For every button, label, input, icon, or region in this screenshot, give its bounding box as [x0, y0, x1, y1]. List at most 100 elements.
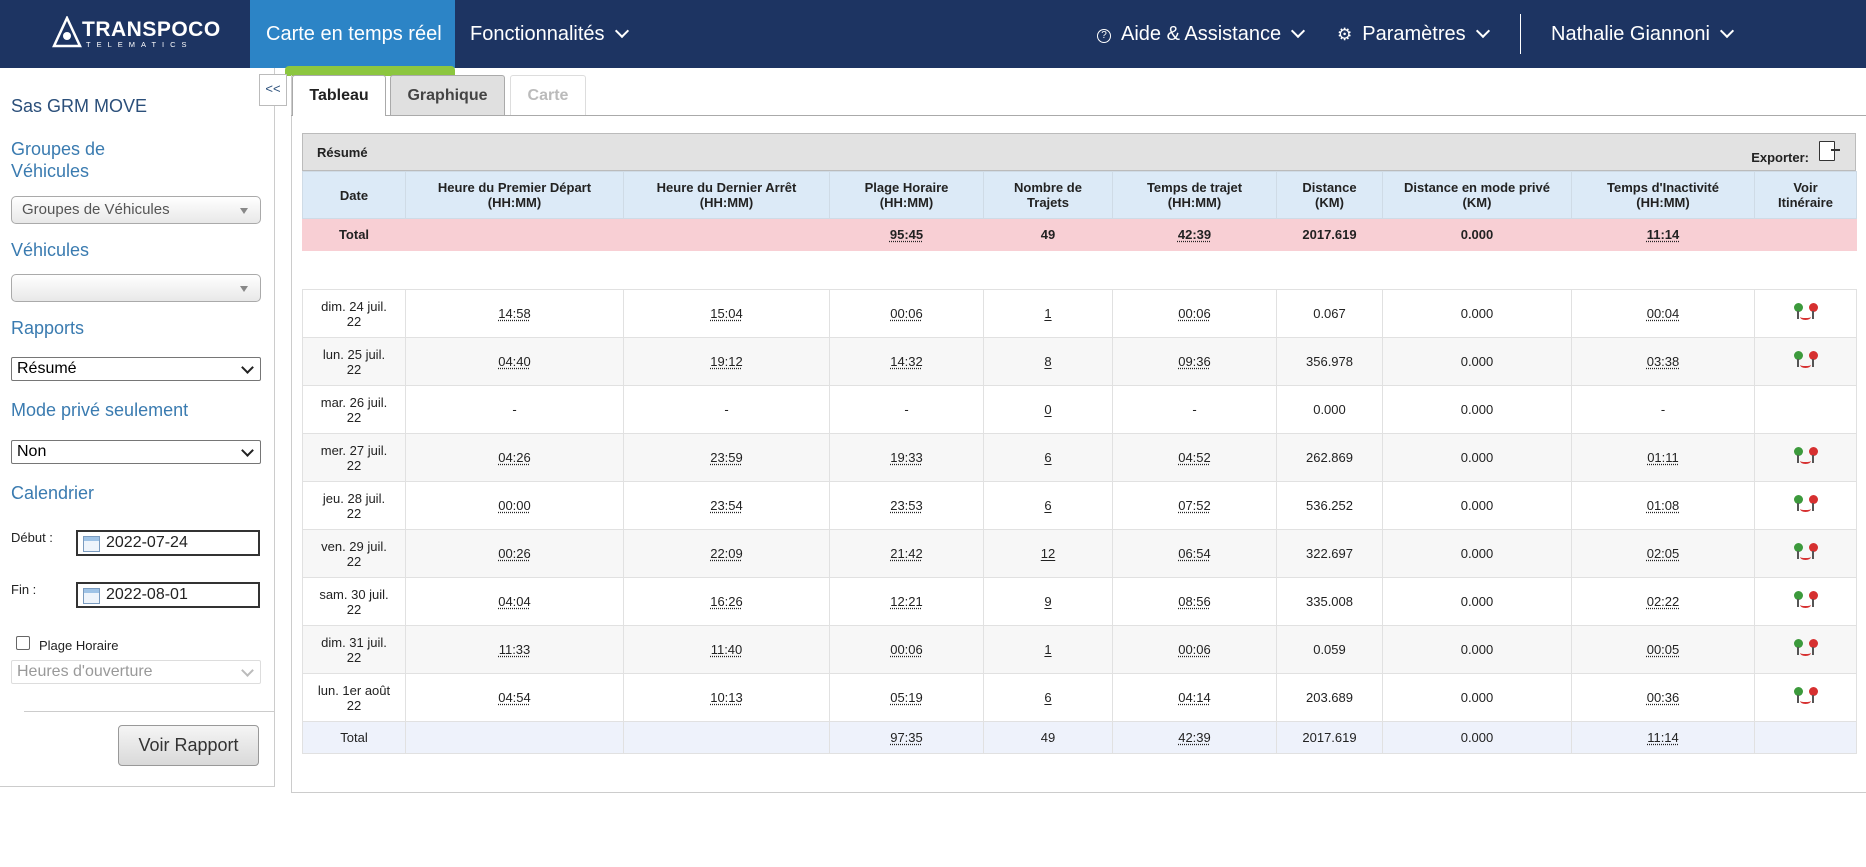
reports-select[interactable]: Résumé	[11, 357, 261, 381]
time-range-cell-link[interactable]: 21:42	[890, 546, 923, 561]
col-time-range-total-link[interactable]: 95:45	[889, 227, 924, 242]
trip-count-cell[interactable]: 1	[983, 625, 1113, 674]
first-departure-cell-link[interactable]: 11:33	[498, 642, 531, 657]
first-departure-cell[interactable]: 00:26	[405, 529, 624, 578]
last-stop-cell[interactable]: 10:13	[623, 673, 830, 722]
time-range-cell-link[interactable]: 23:53	[890, 498, 923, 513]
view-route-cell[interactable]	[1754, 577, 1857, 626]
col-idle-time-total[interactable]: 11:14	[1571, 218, 1755, 251]
private-mode-select[interactable]: Non	[11, 440, 261, 464]
time-range-cell[interactable]: 05:19	[829, 673, 984, 722]
last-stop-cell[interactable]: 11:40	[623, 625, 830, 674]
trip-count-cell[interactable]: 0	[983, 385, 1113, 434]
last-stop-cell-link[interactable]: 22:09	[710, 546, 743, 561]
tab-table[interactable]: Tableau	[292, 75, 386, 116]
col-trip-time-total[interactable]: 42:39	[1112, 218, 1277, 251]
transpoco-logo[interactable]: TRANSPOCO TELEMATICS	[52, 16, 220, 50]
idle-time-cell-link[interactable]: 01:08	[1646, 498, 1680, 513]
col-time-range-total[interactable]: 97:35	[829, 721, 984, 754]
trip-time-cell-link[interactable]: 07:52	[1178, 498, 1211, 513]
col-trip-time-total[interactable]: 42:39	[1112, 721, 1277, 754]
nav-help[interactable]: ? Aide & Assistance	[1097, 0, 1306, 68]
last-stop-cell-link[interactable]: 10:13	[710, 690, 743, 705]
trip-time-cell-link[interactable]: 08:56	[1178, 594, 1211, 609]
trip-count-cell[interactable]: 6	[983, 673, 1113, 722]
time-range-cell-link[interactable]: 00:06	[890, 642, 923, 657]
trip-count-cell[interactable]: 1	[983, 289, 1113, 338]
trip-count-cell-link[interactable]: 12	[1040, 546, 1056, 561]
first-departure-cell[interactable]: 00:00	[405, 481, 624, 530]
trip-time-cell[interactable]: 04:52	[1112, 433, 1277, 482]
col-trip-time-total-link[interactable]: 42:39	[1178, 730, 1211, 745]
first-departure-cell[interactable]: 04:26	[405, 433, 624, 482]
trip-count-cell[interactable]: 6	[983, 481, 1113, 530]
idle-time-cell[interactable]: 02:22	[1571, 577, 1755, 626]
first-departure-cell[interactable]: 04:40	[405, 337, 624, 386]
nav-features[interactable]: Fonctionnalités	[470, 0, 629, 68]
time-range-checkbox[interactable]	[16, 636, 30, 650]
last-stop-cell[interactable]: 23:54	[623, 481, 830, 530]
idle-time-cell-link[interactable]: 03:38	[1646, 354, 1680, 369]
idle-time-cell[interactable]: 01:11	[1571, 433, 1755, 482]
trip-count-cell-link[interactable]: 8	[1044, 354, 1052, 369]
route-pins-icon[interactable]	[1793, 639, 1819, 657]
first-departure-cell-link[interactable]: 14:58	[498, 306, 531, 321]
trip-count-cell[interactable]: 9	[983, 577, 1113, 626]
idle-time-cell[interactable]: 02:05	[1571, 529, 1755, 578]
route-pins-icon[interactable]	[1793, 303, 1819, 321]
time-range-cell[interactable]: 00:06	[829, 289, 984, 338]
last-stop-cell[interactable]: 16:26	[623, 577, 830, 626]
time-range-cell[interactable]: 00:06	[829, 625, 984, 674]
first-departure-cell-link[interactable]: 00:26	[498, 546, 531, 561]
trip-time-cell[interactable]: 00:06	[1112, 625, 1277, 674]
start-date-input[interactable]: 2022-07-24	[76, 530, 260, 556]
route-pins-icon[interactable]	[1793, 687, 1819, 705]
idle-time-cell[interactable]: 00:36	[1571, 673, 1755, 722]
trip-time-cell[interactable]: 06:54	[1112, 529, 1277, 578]
first-departure-cell-link[interactable]: 00:00	[498, 498, 531, 513]
time-range-cell-link[interactable]: 05:19	[890, 690, 923, 705]
trip-count-cell-link[interactable]: 9	[1044, 594, 1052, 609]
idle-time-cell[interactable]: 03:38	[1571, 337, 1755, 386]
end-date-input[interactable]: 2022-08-01	[76, 582, 260, 608]
first-departure-cell[interactable]: 04:54	[405, 673, 624, 722]
last-stop-cell[interactable]: 15:04	[623, 289, 830, 338]
time-range-cell[interactable]: 23:53	[829, 481, 984, 530]
nav-user-menu[interactable]: Nathalie Giannoni	[1551, 0, 1735, 68]
nav-settings[interactable]: ⚙ Paramètres	[1337, 0, 1490, 68]
trip-count-cell-link[interactable]: 1	[1044, 306, 1052, 321]
first-departure-cell-link[interactable]: 04:40	[498, 354, 531, 369]
tab-chart[interactable]: Graphique	[390, 75, 505, 115]
trip-time-cell[interactable]: 04:14	[1112, 673, 1277, 722]
trip-count-cell-link[interactable]: 6	[1044, 498, 1052, 513]
route-pins-icon[interactable]	[1793, 591, 1819, 609]
trip-time-cell-link[interactable]: 04:52	[1178, 450, 1211, 465]
trip-time-cell[interactable]: 08:56	[1112, 577, 1277, 626]
first-departure-cell[interactable]: 11:33	[405, 625, 624, 674]
idle-time-cell-link[interactable]: 02:05	[1646, 546, 1680, 561]
trip-time-cell[interactable]: 00:06	[1112, 289, 1277, 338]
vehicles-select[interactable]	[11, 274, 261, 302]
nav-live-map[interactable]: Carte en temps réel	[250, 0, 455, 76]
trip-count-cell-link[interactable]: 6	[1044, 450, 1052, 465]
last-stop-cell-link[interactable]: 19:12	[710, 354, 743, 369]
idle-time-cell[interactable]: 00:05	[1571, 625, 1755, 674]
col-idle-time-total-link[interactable]: 11:14	[1646, 227, 1680, 242]
trip-count-cell-link[interactable]: 1	[1044, 642, 1052, 657]
first-departure-cell[interactable]: 14:58	[405, 289, 624, 338]
trip-count-cell[interactable]: 6	[983, 433, 1113, 482]
first-departure-cell-link[interactable]: 04:54	[498, 690, 531, 705]
col-idle-time-total-link[interactable]: 11:14	[1647, 730, 1679, 745]
first-departure-cell-link[interactable]: 04:04	[498, 594, 531, 609]
time-range-cell[interactable]: 14:32	[829, 337, 984, 386]
last-stop-cell-link[interactable]: 16:26	[710, 594, 743, 609]
view-route-cell[interactable]	[1754, 289, 1857, 338]
view-route-cell[interactable]	[1754, 673, 1857, 722]
idle-time-cell[interactable]: 01:08	[1571, 481, 1755, 530]
idle-time-cell-link[interactable]: 00:04	[1646, 306, 1680, 321]
view-report-button[interactable]: Voir Rapport	[118, 725, 259, 766]
trip-time-cell-link[interactable]: 09:36	[1178, 354, 1211, 369]
idle-time-cell-link[interactable]: 01:11	[1647, 450, 1679, 465]
route-pins-icon[interactable]	[1793, 351, 1819, 369]
first-departure-cell-link[interactable]: 04:26	[498, 450, 531, 465]
